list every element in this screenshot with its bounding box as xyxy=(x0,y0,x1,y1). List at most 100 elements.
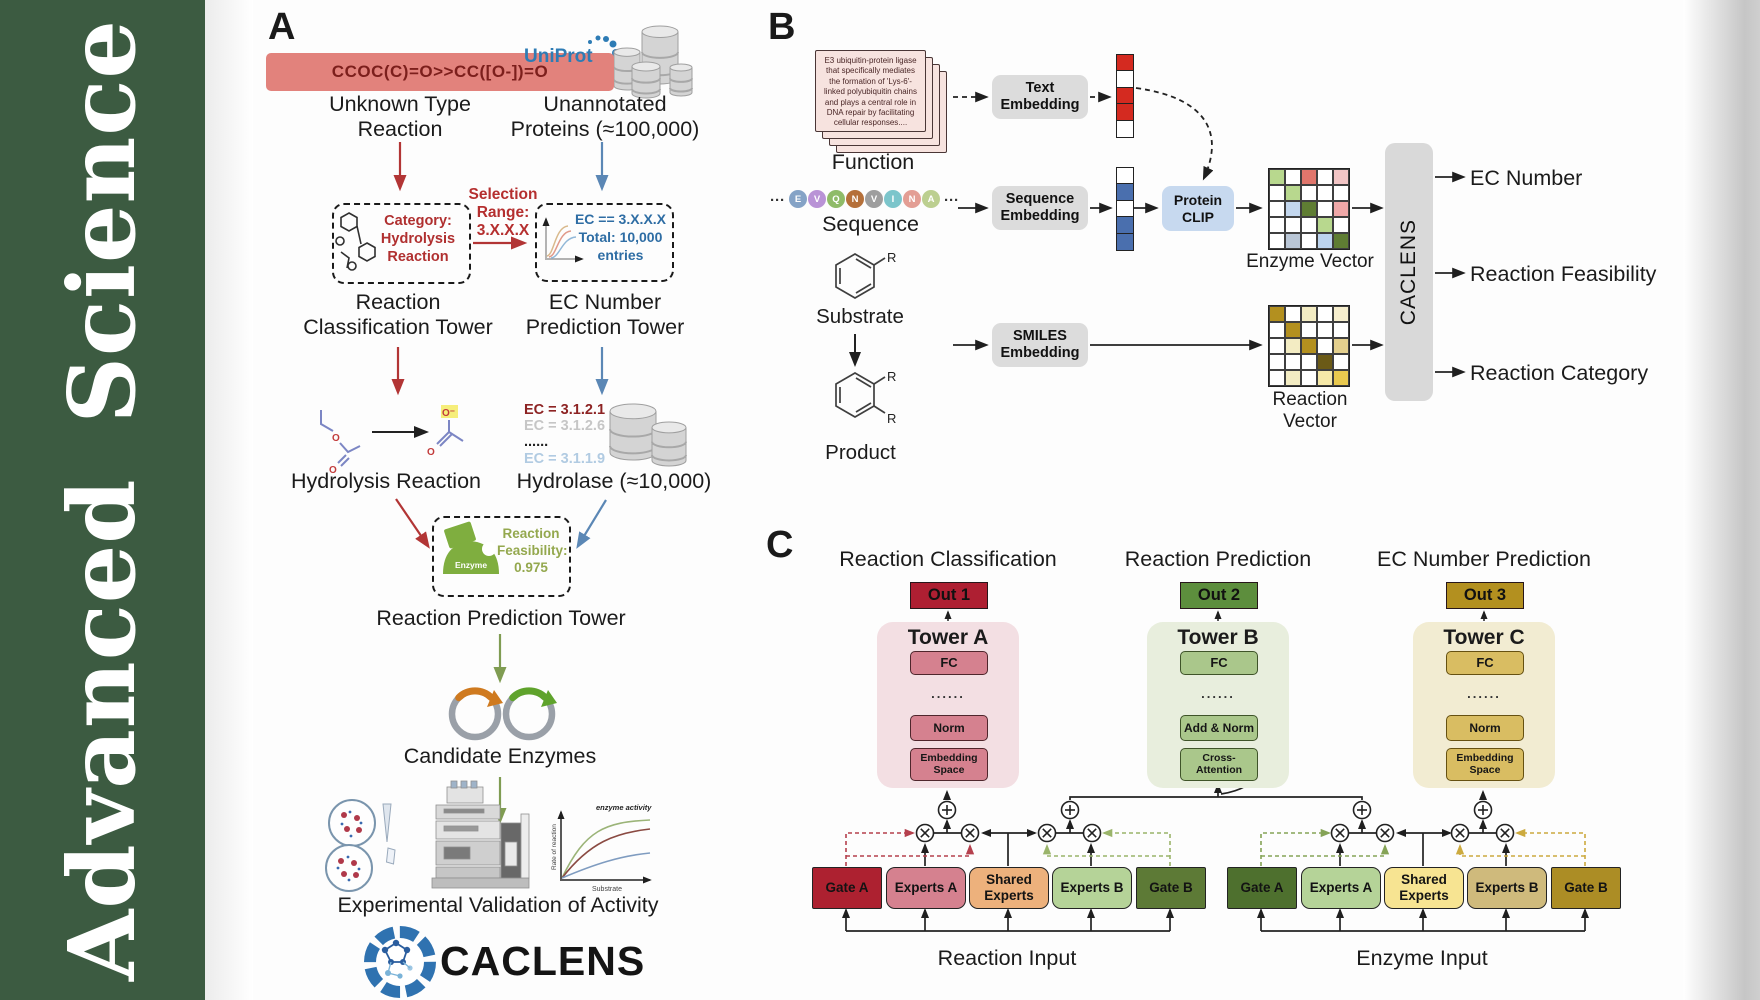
svg-text:R: R xyxy=(887,369,896,384)
activity-plot-icon: enzyme activity Rate of reaction Substra… xyxy=(551,803,652,893)
reaction-vector-matrix xyxy=(1268,305,1350,387)
moe-experts-b: Experts B xyxy=(1467,867,1547,909)
matrix-cell xyxy=(1317,338,1333,354)
residue-circle: N xyxy=(846,190,864,208)
matrix-cell xyxy=(1333,306,1349,322)
matrix-cell xyxy=(1301,322,1317,338)
matrix-cell xyxy=(1333,322,1349,338)
unannotated-proteins-caption: Unannotated Proteins (≈100,000) xyxy=(510,92,700,142)
matrix-cell xyxy=(1301,233,1317,249)
moe-experts-a: Experts A xyxy=(886,867,966,909)
moe-gate-b: Gate B xyxy=(1136,867,1206,909)
function-card-text: E3 ubiquitin-protein ligase that specifi… xyxy=(824,56,917,128)
matrix-cell xyxy=(1269,185,1285,201)
substrate-caption: Substrate xyxy=(816,305,904,328)
tower-fc-box: FC xyxy=(1180,651,1258,675)
matrix-cell xyxy=(1301,201,1317,217)
benzene-product-icon: R R xyxy=(835,369,896,426)
matrix-cell xyxy=(1269,217,1285,233)
sequence-embedding-box: Sequence Embedding xyxy=(992,186,1088,230)
matrix-cell xyxy=(1317,322,1333,338)
svg-text:R: R xyxy=(887,250,896,265)
multiply-operator-icon xyxy=(1495,823,1515,843)
tower-mid-box: Norm xyxy=(1446,715,1524,741)
panelC-column-title: Reaction Classification xyxy=(839,547,1057,571)
tower-dots: ...... xyxy=(1467,686,1501,701)
matrix-cell xyxy=(1333,217,1349,233)
matrix-cell xyxy=(1285,354,1301,370)
matrix-cell xyxy=(1285,233,1301,249)
smiles-embedding-box: SMILES Embedding xyxy=(992,323,1088,367)
multiply-operator-icon xyxy=(960,823,980,843)
matrix-cell xyxy=(1269,201,1285,217)
matrix-cell xyxy=(1269,370,1285,386)
ester-molecule-icon: O O xyxy=(320,410,361,476)
svg-text:O: O xyxy=(332,433,340,444)
vector-cell xyxy=(1116,199,1134,218)
acetate-molecule-icon: O⁻ O xyxy=(427,405,464,458)
tower-bottom-box: Embedding Space xyxy=(910,748,988,781)
add-operator-icon xyxy=(1060,800,1080,820)
matrix-cell xyxy=(1301,306,1317,322)
matrix-cell xyxy=(1333,201,1349,217)
matrix-cell xyxy=(1333,354,1349,370)
matrix-cell xyxy=(1285,322,1301,338)
matrix-cell xyxy=(1317,306,1333,322)
multiply-operator-icon xyxy=(1375,823,1395,843)
residue-circle: N xyxy=(903,190,921,208)
matrix-cell xyxy=(1285,169,1301,185)
reaction-vector-caption: Reaction Vector xyxy=(1272,389,1348,433)
multiply-operator-icon xyxy=(915,823,935,843)
moe-shared-experts: Shared Experts xyxy=(969,867,1049,909)
hydrolysis-caption: Hydrolysis Reaction xyxy=(291,469,481,493)
panelA-label: A xyxy=(268,6,296,48)
benzene-substrate-icon: R xyxy=(835,250,896,299)
text-vector xyxy=(1116,53,1134,138)
matrix-cell xyxy=(1285,217,1301,233)
vector-cell xyxy=(1116,166,1134,185)
tower-name: Tower C xyxy=(1443,626,1525,649)
matrix-cell xyxy=(1301,169,1317,185)
tower-bottom-box: Embedding Space xyxy=(1446,748,1524,781)
residue-circle: V xyxy=(808,190,826,208)
vector-cell xyxy=(1116,216,1134,234)
matrix-cell xyxy=(1317,233,1333,249)
matrix-cell xyxy=(1269,169,1285,185)
sequence-ellipsis-left: ··· xyxy=(770,192,785,209)
journal-sidebar: Advanced Science xyxy=(0,0,205,1000)
residue-circle: Q xyxy=(827,190,845,208)
candidate-enzymes-caption: Candidate Enzymes xyxy=(403,744,597,768)
moe-gate-b: Gate B xyxy=(1551,867,1621,909)
matrix-cell xyxy=(1301,338,1317,354)
multiply-operator-icon xyxy=(1082,823,1102,843)
matrix-cell xyxy=(1285,185,1301,201)
journal-title: Advanced Science xyxy=(48,19,156,981)
text-embedding-box: Text Embedding xyxy=(992,75,1088,119)
feasibility-dashed-box xyxy=(432,516,571,597)
function-caption: Function xyxy=(831,150,915,174)
matrix-cell xyxy=(1269,354,1285,370)
svg-text:Rate of reaction: Rate of reaction xyxy=(551,824,558,870)
uniprot-logo: UniProt xyxy=(524,46,593,67)
function-card-front: E3 ubiquitin-protein ligase that specifi… xyxy=(815,50,926,132)
caclens-module-box: CACLENS xyxy=(1385,143,1433,401)
operator-symbols xyxy=(915,800,1515,843)
tower-mid-box: Norm xyxy=(910,715,988,741)
matrix-cell xyxy=(1301,185,1317,201)
ec-list-item: EC = 3.1.2.6 xyxy=(524,418,606,435)
vector-cell xyxy=(1116,232,1134,251)
sequence-ellipsis-right: ··· xyxy=(944,192,959,209)
sequence-vector xyxy=(1116,166,1134,251)
vector-cell xyxy=(1116,70,1134,88)
journal-word-science: Science xyxy=(48,19,156,424)
hydrolase-caption: Hydrolase (≈10,000) xyxy=(516,469,712,493)
protein-clip-box: Protein CLIP xyxy=(1162,186,1234,231)
category-label: Category: Hydrolysis Reaction xyxy=(380,213,456,266)
matrix-cell xyxy=(1317,201,1333,217)
out-box: Out 1 xyxy=(910,582,988,609)
hplc-instrument-icon xyxy=(431,780,530,889)
panelB-label: B xyxy=(768,6,796,48)
matrix-cell xyxy=(1285,338,1301,354)
